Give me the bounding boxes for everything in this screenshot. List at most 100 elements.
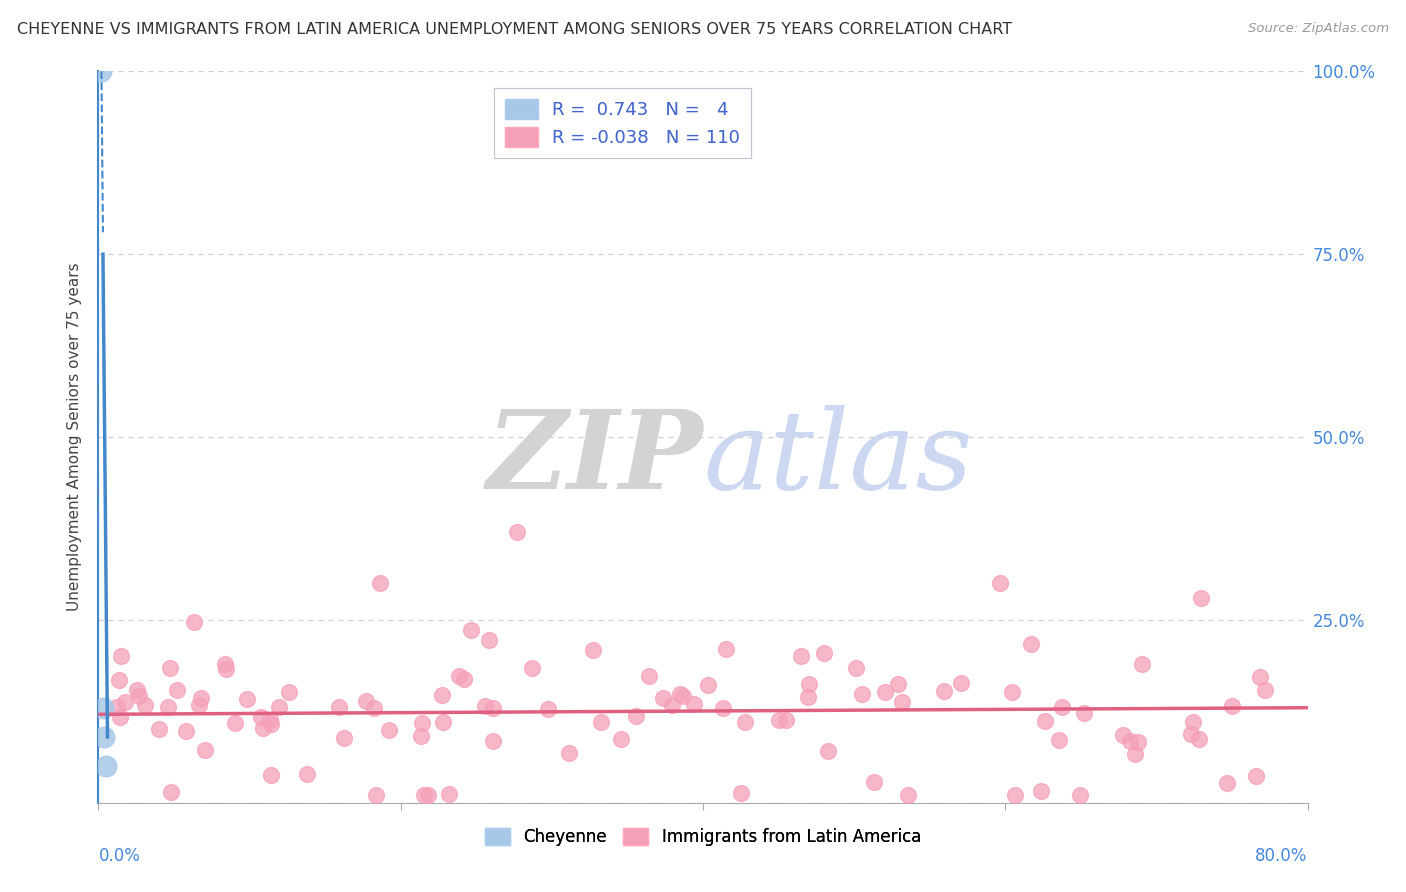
Point: [672, 689, 695, 703]
Point: [624, 708, 647, 723]
Point: [333, 731, 356, 746]
Point: [478, 633, 501, 648]
Point: [1000, 685, 1022, 699]
Point: [91, 700, 114, 714]
Point: [364, 789, 387, 803]
Point: [873, 684, 896, 698]
Point: [328, 699, 350, 714]
Point: [661, 698, 683, 713]
Point: [934, 684, 956, 698]
Point: [110, 649, 132, 664]
Point: [259, 713, 281, 727]
Point: [481, 733, 503, 747]
Point: [278, 685, 301, 699]
Point: [1073, 706, 1095, 720]
Point: [1112, 727, 1135, 741]
Point: [638, 668, 661, 682]
Point: [768, 713, 790, 727]
Point: [890, 695, 912, 709]
Point: [950, 676, 973, 690]
Point: [128, 689, 150, 703]
Text: Source: ZipAtlas.com: Source: ZipAtlas.com: [1249, 22, 1389, 36]
Point: [1069, 789, 1091, 803]
Point: [159, 661, 181, 675]
Point: [683, 697, 706, 711]
Point: [1244, 769, 1267, 783]
Point: [267, 699, 290, 714]
Point: [252, 722, 274, 736]
Point: [108, 710, 131, 724]
Point: [520, 661, 543, 675]
Point: [582, 643, 605, 657]
Point: [93, 730, 115, 744]
Point: [796, 690, 818, 705]
Point: [1222, 698, 1244, 713]
Point: [1254, 682, 1277, 697]
Point: [799, 677, 821, 691]
Point: [447, 668, 470, 682]
Text: ZIP: ZIP: [486, 405, 703, 513]
Point: [1019, 637, 1042, 651]
Point: [418, 789, 440, 803]
Point: [730, 786, 752, 800]
Point: [557, 747, 579, 761]
Point: [460, 623, 482, 637]
Point: [432, 714, 454, 729]
Y-axis label: Unemployment Among Seniors over 75 years: Unemployment Among Seniors over 75 years: [67, 263, 83, 611]
Point: [790, 648, 813, 663]
Point: [1188, 732, 1211, 747]
Point: [863, 775, 886, 789]
Point: [368, 576, 391, 591]
Point: [1249, 670, 1271, 684]
Point: [845, 661, 868, 675]
Legend: R =  0.743   N =   4, R = -0.038   N = 110: R = 0.743 N = 4, R = -0.038 N = 110: [495, 87, 751, 158]
Point: [187, 698, 209, 713]
Point: [156, 700, 179, 714]
Point: [411, 715, 433, 730]
Point: [437, 787, 460, 801]
Point: [90, 64, 112, 78]
Point: [817, 744, 839, 758]
Point: [214, 657, 236, 672]
Point: [1182, 715, 1205, 730]
Point: [249, 710, 271, 724]
Point: [1180, 726, 1202, 740]
Point: [354, 694, 377, 708]
Point: [148, 723, 170, 737]
Point: [363, 701, 385, 715]
Point: [505, 525, 527, 540]
Point: [610, 731, 633, 746]
Point: [1049, 732, 1071, 747]
Point: [94, 759, 117, 773]
Point: [190, 691, 212, 706]
Point: [430, 688, 453, 702]
Point: [1123, 747, 1146, 761]
Point: [1189, 591, 1212, 605]
Point: [1118, 734, 1140, 748]
Point: [1130, 657, 1153, 671]
Point: [1216, 775, 1239, 789]
Point: [1033, 714, 1056, 728]
Point: [1126, 734, 1149, 748]
Point: [537, 702, 560, 716]
Point: [669, 687, 692, 701]
Point: [474, 699, 496, 714]
Text: 0.0%: 0.0%: [98, 847, 141, 864]
Point: [1050, 700, 1073, 714]
Point: [1029, 783, 1052, 797]
Point: [174, 723, 197, 738]
Point: [114, 695, 136, 709]
Point: [105, 699, 128, 714]
Point: [297, 767, 319, 781]
Point: [160, 784, 183, 798]
Point: [1004, 789, 1026, 803]
Point: [214, 662, 236, 676]
Point: [734, 714, 756, 729]
Point: [886, 677, 908, 691]
Point: [166, 683, 188, 698]
Point: [413, 789, 436, 803]
Point: [194, 743, 217, 757]
Point: [125, 682, 148, 697]
Point: [714, 642, 737, 657]
Point: [482, 701, 505, 715]
